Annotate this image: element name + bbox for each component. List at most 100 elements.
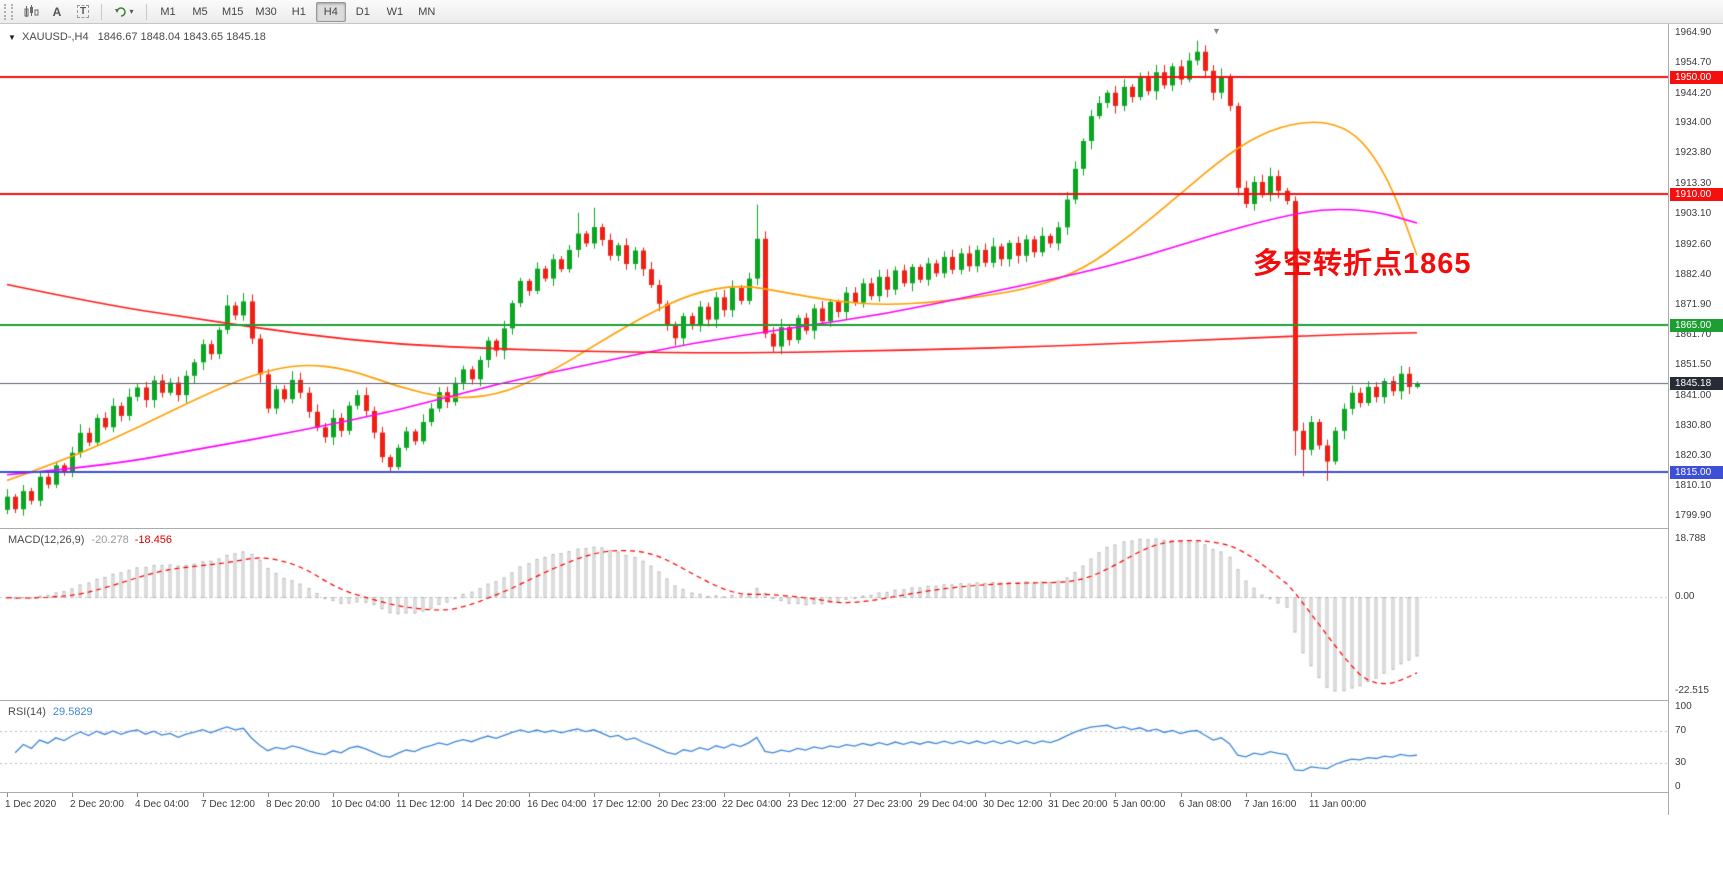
time-axis-tick <box>1115 793 1116 797</box>
time-axis-label: 14 Dec 20:00 <box>461 799 521 810</box>
price-tag-1865.00: 1865.00 <box>1670 319 1723 333</box>
time-axis-label: 20 Dec 23:00 <box>657 799 717 810</box>
price-axis-label: 1830.80 <box>1675 419 1712 431</box>
letter-a-icon[interactable]: A <box>45 2 69 22</box>
rsi-value: 29.5829 <box>52 706 93 718</box>
chart-annotation-text[interactable]: 多空转折点1865 <box>1253 248 1472 280</box>
pane-separator <box>0 792 1723 793</box>
timeframe-button-h4[interactable]: H4 <box>315 1 346 22</box>
letter-a-label: A <box>52 4 62 19</box>
price-axis-label: 1913.30 <box>1675 178 1712 190</box>
price-axis-label: 1892.60 <box>1675 238 1712 250</box>
price-axis-label: 1799.90 <box>1675 510 1712 521</box>
price-chart-canvas[interactable] <box>0 24 1668 528</box>
time-axis-label: 4 Dec 04:00 <box>135 799 189 810</box>
time-axis-label: 29 Dec 04:00 <box>918 799 978 810</box>
time-axis-tick <box>398 793 399 797</box>
time-axis-tick <box>920 793 921 797</box>
time-axis-tick <box>1050 793 1051 797</box>
chart-title: ▼ XAUUSD-,H4 1846.67 1848.04 1843.65 184… <box>8 31 266 43</box>
time-axis-tick <box>529 793 530 797</box>
time-axis-label: 7 Jan 16:00 <box>1244 799 1297 810</box>
time-axis-tick <box>137 793 138 797</box>
rsi-axis-label: 100 <box>1675 701 1692 712</box>
time-axis-label: 7 Dec 12:00 <box>201 799 255 810</box>
time-axis-label: 22 Dec 04:00 <box>722 799 782 810</box>
time-axis-tick <box>594 793 595 797</box>
time-axis[interactable]: 1 Dec 2020 2 Dec 20:00 4 Dec 04:00 7 Dec 12… <box>0 793 1668 815</box>
price-axis[interactable]: 1964.90 1954.70 1944.20 1934.00 1923.80 1913.… <box>1668 24 1723 815</box>
refresh-cycle-icon[interactable]: ▾ <box>108 2 140 22</box>
pane-separator[interactable] <box>0 528 1723 529</box>
price-axis-label: 1944.20 <box>1675 87 1712 99</box>
ohlc-values: 1846.67 1848.04 1843.65 1845.18 <box>97 31 266 43</box>
template-t-label: T <box>76 5 90 18</box>
price-tag-1950.00: 1950.00 <box>1670 70 1723 84</box>
macd-main-value: -20.278 <box>91 534 129 546</box>
price-axis-label: 1923.80 <box>1675 147 1712 159</box>
time-axis-tick <box>659 793 660 797</box>
rsi-indicator-canvas[interactable] <box>0 701 1668 792</box>
price-axis-label: 1954.70 <box>1675 56 1712 68</box>
time-axis-tick <box>203 793 204 797</box>
time-axis-label: 16 Dec 04:00 <box>527 799 587 810</box>
candles-chart-icon-svg <box>24 5 38 17</box>
price-axis-label: 1903.10 <box>1675 207 1712 219</box>
macd-axis-label: -22.515 <box>1675 685 1709 696</box>
candles-chart-icon[interactable] <box>19 2 43 22</box>
timeframe-button-m1[interactable]: M1 <box>160 5 176 18</box>
rsi-axis-label: 30 <box>1675 757 1687 768</box>
timeframe-button-d1[interactable]: D1 <box>355 5 370 18</box>
timeframe-button-h1[interactable]: H1 <box>291 5 306 18</box>
current-price-tag: 1845.18 <box>1670 377 1723 391</box>
time-axis-label: 10 Dec 04:00 <box>331 799 391 810</box>
time-axis-label: 6 Jan 08:00 <box>1179 799 1232 810</box>
rsi-axis-label: 0 <box>1675 781 1681 792</box>
time-axis-label: 5 Jan 00:00 <box>1113 799 1166 810</box>
refresh-cycle-icon-svg <box>115 7 127 17</box>
chevron-down-icon: ▾ <box>129 7 134 16</box>
timeframe-button-w1[interactable]: W1 <box>386 5 404 18</box>
chart-shift-marker-icon[interactable]: ▼ <box>1212 26 1221 36</box>
price-axis-label: 1934.00 <box>1675 117 1712 129</box>
time-axis-tick <box>985 793 986 797</box>
price-axis-label: 1861.70 <box>1675 329 1712 341</box>
time-axis-tick <box>1181 793 1182 797</box>
price-axis-label: 1882.40 <box>1675 268 1712 280</box>
template-t-icon[interactable]: T <box>71 2 95 22</box>
time-axis-label: 31 Dec 20:00 <box>1048 799 1108 810</box>
time-axis-tick <box>333 793 334 797</box>
rsi-axis-label: 70 <box>1675 725 1687 736</box>
timeframe-button-m15[interactable]: M15 <box>222 5 244 18</box>
time-axis-tick <box>463 793 464 797</box>
time-axis-tick <box>1311 793 1312 797</box>
time-axis-label: 11 Jan 00:00 <box>1309 799 1367 810</box>
timeframe-button-m30[interactable]: M30 <box>255 5 277 18</box>
timeframe-button-m5[interactable]: M5 <box>192 5 208 18</box>
time-axis-tick <box>72 793 73 797</box>
timeframe-button-mn[interactable]: MN <box>418 5 436 18</box>
time-axis-label: 23 Dec 12:00 <box>787 799 847 810</box>
time-axis-label: 11 Dec 12:00 <box>396 799 455 810</box>
symbol-caret-icon: ▼ <box>8 33 16 42</box>
price-tag-1815.00: 1815.00 <box>1670 465 1723 479</box>
timeframe-toolbar: M1 M5 M15 M30 H1 H4 D1 W1 MN <box>152 1 443 22</box>
macd-name: MACD(12,26,9) <box>8 534 85 546</box>
macd-indicator-canvas[interactable] <box>0 529 1668 700</box>
price-axis-label: 1810.10 <box>1675 480 1712 492</box>
symbol-period-label: XAUUSD-,H4 <box>21 31 89 43</box>
pane-separator[interactable] <box>0 700 1723 701</box>
time-axis-tick <box>855 793 856 797</box>
rsi-label: RSI(14) 29.5829 <box>8 706 93 718</box>
macd-axis-label: 0.00 <box>1675 591 1695 603</box>
price-axis-label: 1871.90 <box>1675 299 1712 311</box>
macd-signal-value: -18.456 <box>134 534 173 546</box>
toolbar-grip[interactable] <box>4 3 13 20</box>
macd-axis-label: 18.788 <box>1675 533 1706 544</box>
time-axis-tick <box>1246 793 1247 797</box>
time-axis-tick <box>7 793 8 797</box>
price-tag-1910.00: 1910.00 <box>1670 187 1723 201</box>
time-axis-label: 27 Dec 23:00 <box>853 799 913 810</box>
time-axis-tick <box>789 793 790 797</box>
